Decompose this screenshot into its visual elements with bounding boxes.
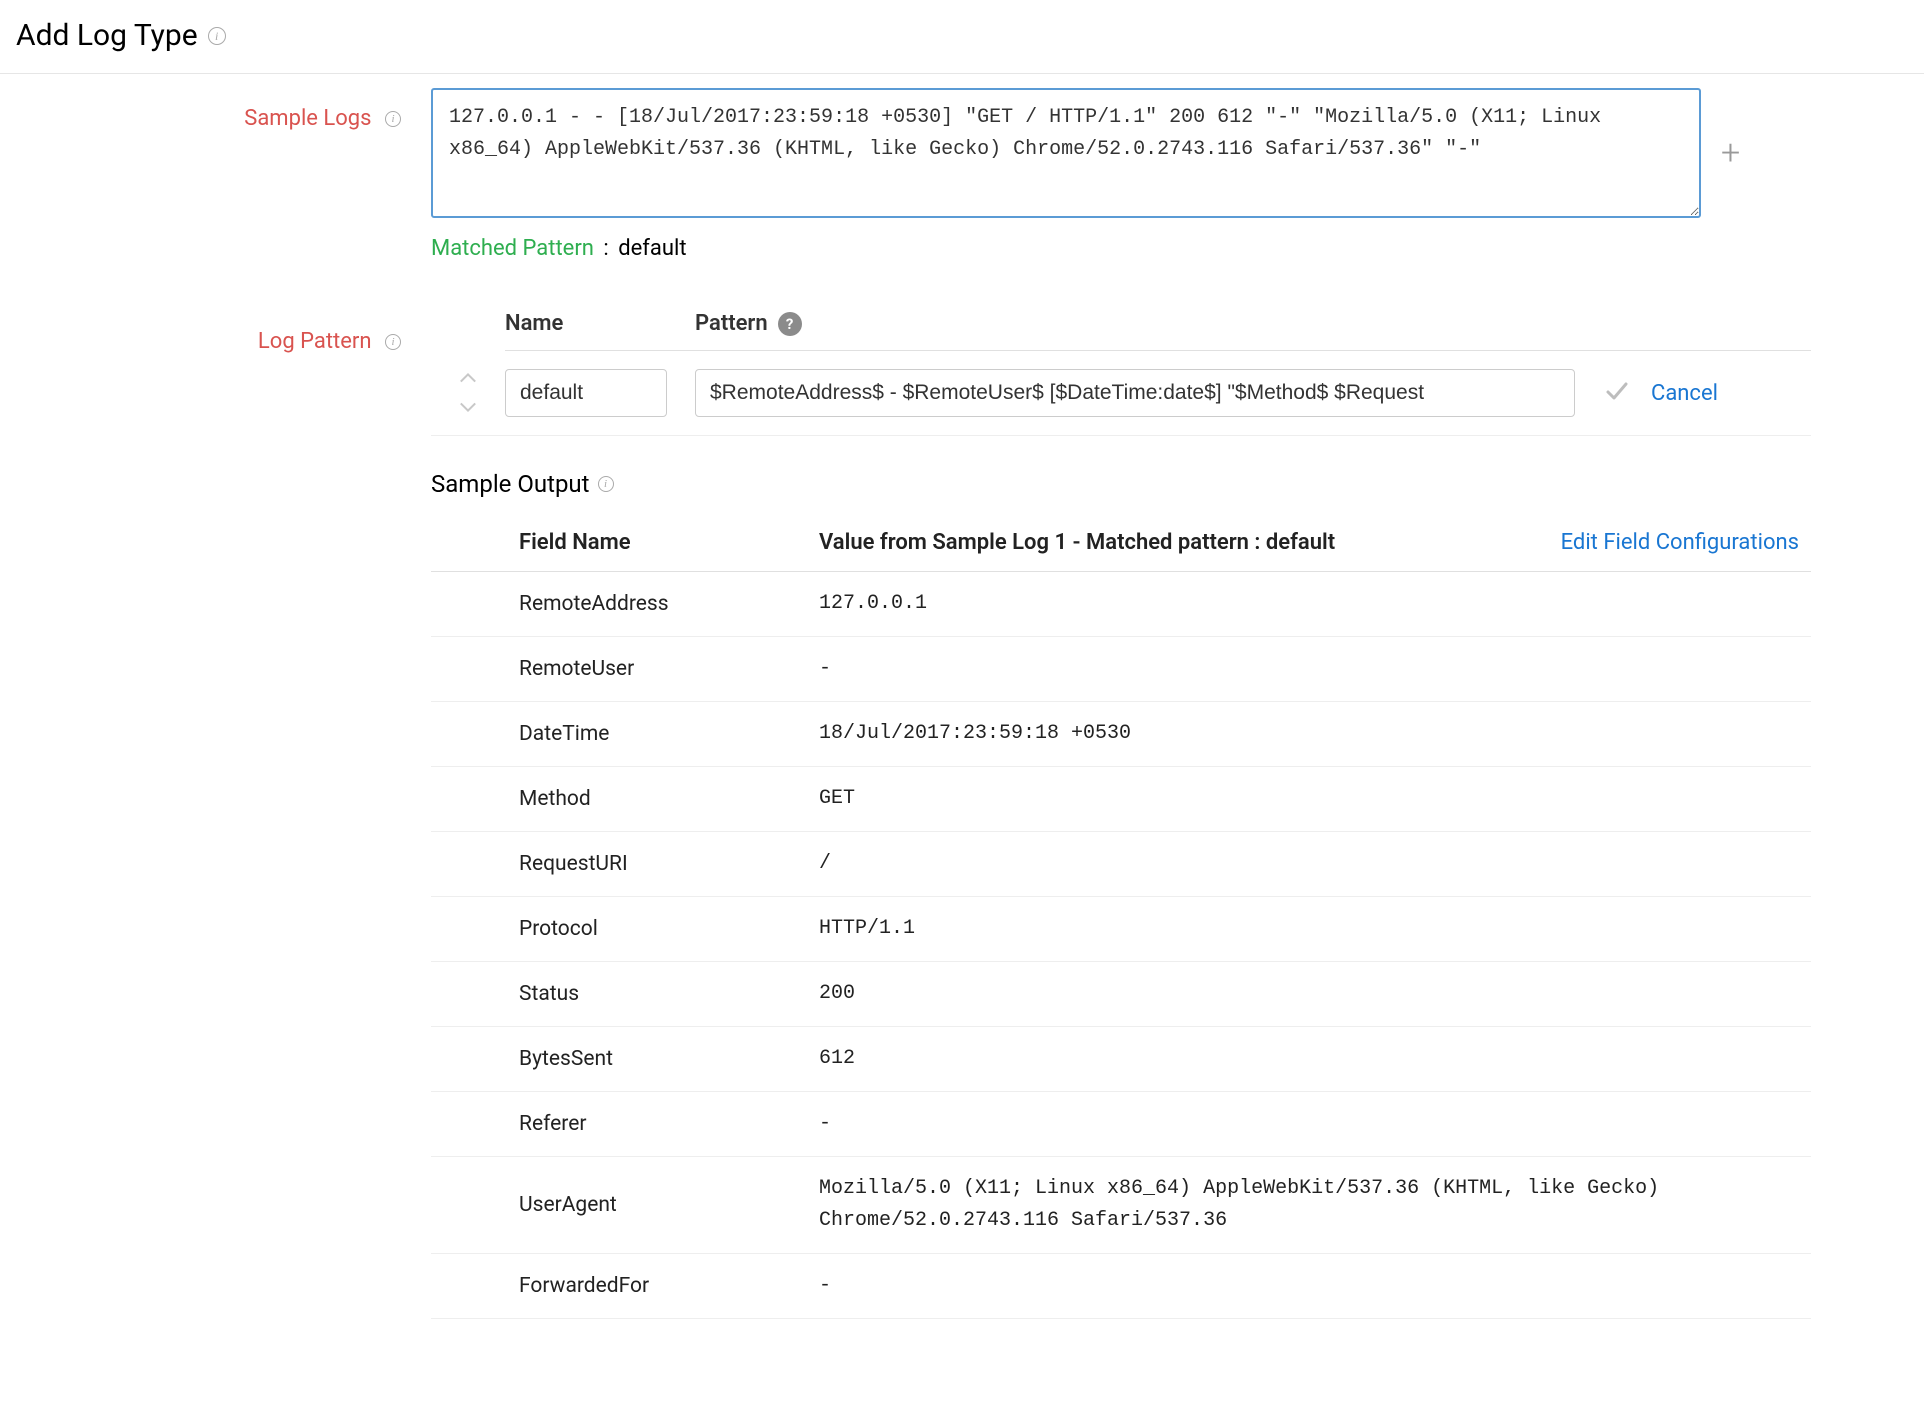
pattern-pattern-header-text: Pattern [695, 311, 768, 336]
field-name-cell: DateTime [519, 702, 819, 767]
value-header: Value from Sample Log 1 - Matched patter… [819, 516, 1466, 572]
field-value-cell: 200 [819, 962, 1811, 1027]
field-name-cell: RemoteUser [519, 637, 819, 702]
sample-logs-label: Sample Logs i [244, 106, 401, 131]
page-title: Add Log Type i [16, 18, 1908, 53]
cancel-button[interactable]: Cancel [1651, 381, 1718, 406]
table-row: UserAgentMozilla/5.0 (X11; Linux x86_64)… [431, 1157, 1811, 1254]
sample-output-title: Sample Output i [431, 470, 1811, 498]
table-row: BytesSent612 [431, 1027, 1811, 1092]
info-icon[interactable]: i [208, 27, 226, 45]
move-down-icon[interactable] [459, 398, 477, 417]
info-icon[interactable]: i [385, 334, 401, 350]
info-icon[interactable]: i [385, 111, 401, 127]
table-row: RemoteUser- [431, 637, 1811, 702]
pattern-pattern-header: Pattern ? [695, 311, 802, 336]
info-icon[interactable]: i [598, 476, 614, 492]
pattern-name-header: Name [505, 311, 695, 336]
field-name-cell: BytesSent [519, 1027, 819, 1092]
table-row: DateTime18/Jul/2017:23:59:18 +0530 [431, 702, 1811, 767]
field-value-cell: 127.0.0.1 [819, 572, 1811, 637]
table-row: Status200 [431, 962, 1811, 1027]
table-row: ForwardedFor- [431, 1254, 1811, 1319]
sample-logs-label-text: Sample Logs [244, 106, 371, 131]
field-value-cell: - [819, 1254, 1811, 1319]
field-value-cell: - [819, 637, 1811, 702]
matched-pattern-value: default [618, 236, 686, 261]
field-name-cell: Status [519, 962, 819, 1027]
field-value-cell: / [819, 832, 1811, 897]
pattern-value-input[interactable] [695, 369, 1575, 417]
help-icon[interactable]: ? [778, 312, 802, 336]
field-name-cell: Protocol [519, 897, 819, 962]
table-row: RemoteAddress127.0.0.1 [431, 572, 1811, 637]
field-name-cell: Referer [519, 1092, 819, 1157]
confirm-icon[interactable] [1605, 379, 1629, 407]
field-name-cell: RequestURI [519, 832, 819, 897]
sample-output-table: Field Name Value from Sample Log 1 - Mat… [431, 516, 1811, 1319]
sample-output-title-text: Sample Output [431, 470, 590, 498]
pattern-name-input[interactable] [505, 369, 667, 417]
move-up-icon[interactable] [459, 369, 477, 388]
field-value-cell: 612 [819, 1027, 1811, 1092]
sample-logs-input[interactable] [431, 88, 1701, 218]
pattern-row: Cancel [431, 351, 1811, 436]
add-sample-log-button[interactable]: + [1721, 136, 1740, 170]
page-title-text: Add Log Type [16, 18, 198, 53]
table-row: RequestURI/ [431, 832, 1811, 897]
field-name-cell: Method [519, 767, 819, 832]
matched-pattern-label: Matched Pattern [431, 236, 594, 261]
field-name-cell: ForwardedFor [519, 1254, 819, 1319]
table-row: ProtocolHTTP/1.1 [431, 897, 1811, 962]
table-row: Referer- [431, 1092, 1811, 1157]
edit-field-configurations-link[interactable]: Edit Field Configurations [1561, 530, 1799, 555]
field-value-cell: 18/Jul/2017:23:59:18 +0530 [819, 702, 1811, 767]
matched-pattern-sep: : [603, 236, 614, 261]
matched-pattern-line: Matched Pattern : default [431, 236, 1811, 261]
field-name-header: Field Name [519, 516, 819, 572]
field-name-cell: UserAgent [519, 1157, 819, 1254]
field-value-cell: HTTP/1.1 [819, 897, 1811, 962]
table-row: MethodGET [431, 767, 1811, 832]
field-value-cell: GET [819, 767, 1811, 832]
log-pattern-label-text: Log Pattern [258, 329, 372, 354]
field-name-cell: RemoteAddress [519, 572, 819, 637]
field-value-cell: - [819, 1092, 1811, 1157]
log-pattern-label: Log Pattern i [258, 329, 401, 354]
field-value-cell: Mozilla/5.0 (X11; Linux x86_64) AppleWeb… [819, 1157, 1811, 1254]
